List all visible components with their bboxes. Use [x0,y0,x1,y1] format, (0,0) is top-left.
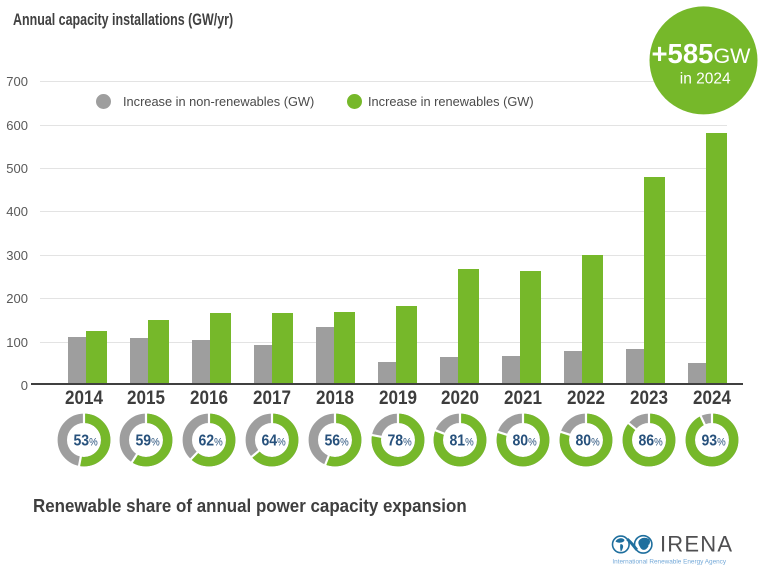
svg-text:International Renewable Energy: International Renewable Energy Agency [612,559,726,566]
svg-text:IRENA: IRENA [660,531,733,556]
svg-text:59%: 59% [136,432,160,450]
svg-text:80%: 80% [575,432,599,450]
svg-text:64%: 64% [261,432,285,450]
svg-text:81%: 81% [450,432,474,450]
svg-text:62%: 62% [199,432,223,450]
svg-text:78%: 78% [387,432,411,450]
svg-text:in 2024: in 2024 [680,70,731,87]
svg-text:93%: 93% [701,432,725,450]
svg-text:80%: 80% [513,432,537,450]
svg-text:53%: 53% [73,432,97,450]
svg-text:+585GW: +585GW [652,38,752,69]
svg-text:86%: 86% [638,432,662,450]
svg-text:56%: 56% [324,432,348,450]
